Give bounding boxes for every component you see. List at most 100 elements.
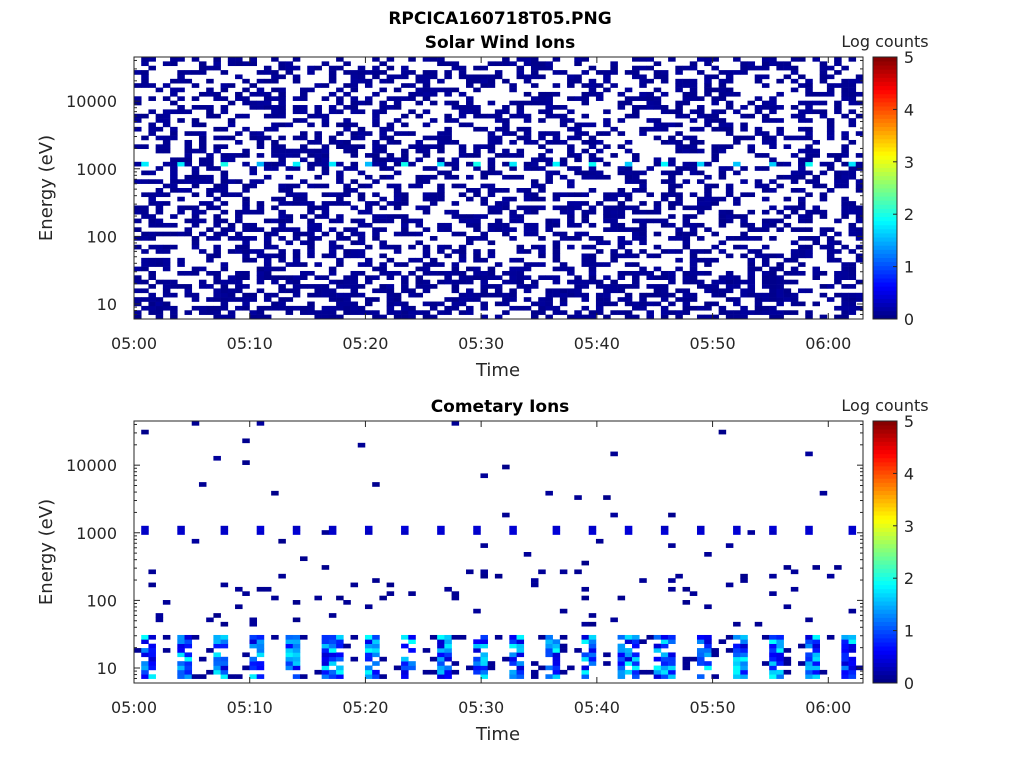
heatmap-cell bbox=[343, 292, 351, 298]
heatmap-cell bbox=[134, 227, 142, 232]
heatmap-cell bbox=[682, 148, 691, 154]
heatmap-cell bbox=[494, 61, 503, 67]
colorbar-segment bbox=[873, 568, 897, 573]
heatmap-cell bbox=[191, 70, 200, 75]
heatmap-cell bbox=[379, 244, 387, 250]
heatmap-cell bbox=[733, 170, 741, 176]
heatmap-cell bbox=[292, 78, 301, 84]
heatmap-cell bbox=[134, 266, 142, 272]
heatmap-cell bbox=[372, 214, 380, 219]
heatmap-cell bbox=[343, 227, 351, 232]
heatmap-cell bbox=[848, 608, 857, 614]
heatmap-cell bbox=[213, 639, 221, 644]
heatmap-cell bbox=[328, 661, 337, 666]
heatmap-cell bbox=[422, 144, 431, 149]
heatmap-cell bbox=[639, 270, 647, 276]
heatmap-cell bbox=[141, 305, 149, 311]
heatmap-cell bbox=[639, 240, 647, 246]
heatmap-cell bbox=[458, 109, 467, 115]
heatmap-cell bbox=[134, 126, 142, 132]
heatmap-cell bbox=[466, 275, 474, 280]
heatmap-cell bbox=[494, 70, 503, 75]
heatmap-cell bbox=[660, 652, 669, 658]
heatmap-cell bbox=[256, 661, 265, 666]
heatmap-cell bbox=[494, 573, 503, 579]
colorbar-segment bbox=[873, 224, 897, 230]
heatmap-cell bbox=[776, 266, 784, 272]
heatmap-cell bbox=[754, 305, 763, 311]
heatmap-cell bbox=[538, 96, 546, 101]
heatmap-cell bbox=[581, 586, 590, 592]
heatmap-cell bbox=[530, 231, 539, 237]
heatmap-cell bbox=[632, 153, 640, 158]
heatmap-cell bbox=[725, 236, 734, 241]
heatmap-cell bbox=[184, 643, 193, 649]
heatmap-cell bbox=[429, 656, 438, 662]
heatmap-cell bbox=[263, 305, 272, 311]
heatmap-cell bbox=[170, 244, 178, 250]
heatmap-cell bbox=[191, 421, 200, 426]
heatmap-cell bbox=[523, 166, 532, 171]
heatmap-cell bbox=[574, 495, 582, 500]
heatmap-cell bbox=[610, 205, 618, 211]
heatmap-cell bbox=[603, 262, 611, 267]
heatmap-cell bbox=[473, 639, 481, 644]
heatmap-cell bbox=[227, 674, 236, 679]
heatmap-cell bbox=[545, 157, 553, 163]
heatmap-cell bbox=[653, 105, 662, 110]
heatmap-cell bbox=[300, 87, 308, 93]
heatmap-cell bbox=[812, 639, 820, 644]
colorbar-segment bbox=[873, 592, 897, 598]
heatmap-cell bbox=[148, 297, 156, 302]
heatmap-cell bbox=[581, 139, 590, 145]
heatmap-cell bbox=[725, 314, 734, 320]
heatmap-cell bbox=[386, 139, 395, 145]
colorbar-segment bbox=[873, 142, 897, 148]
heatmap-cell bbox=[220, 305, 229, 311]
heatmap-cell bbox=[466, 105, 474, 110]
heatmap-cell bbox=[307, 205, 315, 211]
heatmap-cell bbox=[567, 118, 575, 123]
colorbar-segment bbox=[873, 114, 897, 119]
heatmap-cell bbox=[653, 74, 662, 80]
heatmap-cell bbox=[487, 166, 496, 171]
heatmap-cell bbox=[841, 639, 849, 644]
heatmap-cell bbox=[581, 284, 590, 289]
heatmap-cell bbox=[761, 196, 770, 202]
heatmap-cell bbox=[559, 122, 568, 128]
heatmap-cell bbox=[588, 209, 597, 215]
heatmap-cell bbox=[653, 648, 662, 653]
heatmap-cell bbox=[675, 166, 683, 171]
heatmap-cell bbox=[761, 292, 770, 298]
heatmap-cell bbox=[595, 91, 604, 97]
heatmap-cell bbox=[595, 305, 604, 311]
heatmap-cell bbox=[170, 305, 178, 311]
heatmap-cell bbox=[444, 674, 452, 679]
colorbar-segment bbox=[873, 57, 897, 62]
heatmap-cell bbox=[848, 96, 857, 101]
heatmap-cell bbox=[408, 57, 416, 62]
heatmap-cell bbox=[177, 209, 185, 215]
heatmap-cell bbox=[364, 634, 373, 640]
heatmap-cell bbox=[213, 455, 221, 461]
heatmap-cell bbox=[220, 582, 229, 588]
heatmap-cell bbox=[790, 249, 799, 254]
heatmap-cell bbox=[841, 201, 849, 206]
heatmap-cell bbox=[769, 253, 777, 259]
heatmap-cell bbox=[429, 634, 438, 640]
heatmap-cell bbox=[198, 305, 207, 311]
heatmap-cell bbox=[155, 262, 164, 267]
heatmap-cell bbox=[480, 669, 488, 675]
heatmap-cell bbox=[538, 100, 546, 106]
heatmap-cell bbox=[711, 74, 719, 80]
heatmap-cell bbox=[790, 253, 799, 259]
heatmap-cell bbox=[632, 179, 640, 184]
colorbar-segment bbox=[873, 449, 897, 455]
heatmap-cell bbox=[581, 305, 590, 311]
heatmap-cell bbox=[610, 209, 618, 215]
heatmap-cell bbox=[704, 227, 712, 232]
heatmap-cell bbox=[747, 100, 756, 106]
heatmap-cell bbox=[776, 292, 784, 298]
heatmap-cell bbox=[696, 148, 705, 154]
